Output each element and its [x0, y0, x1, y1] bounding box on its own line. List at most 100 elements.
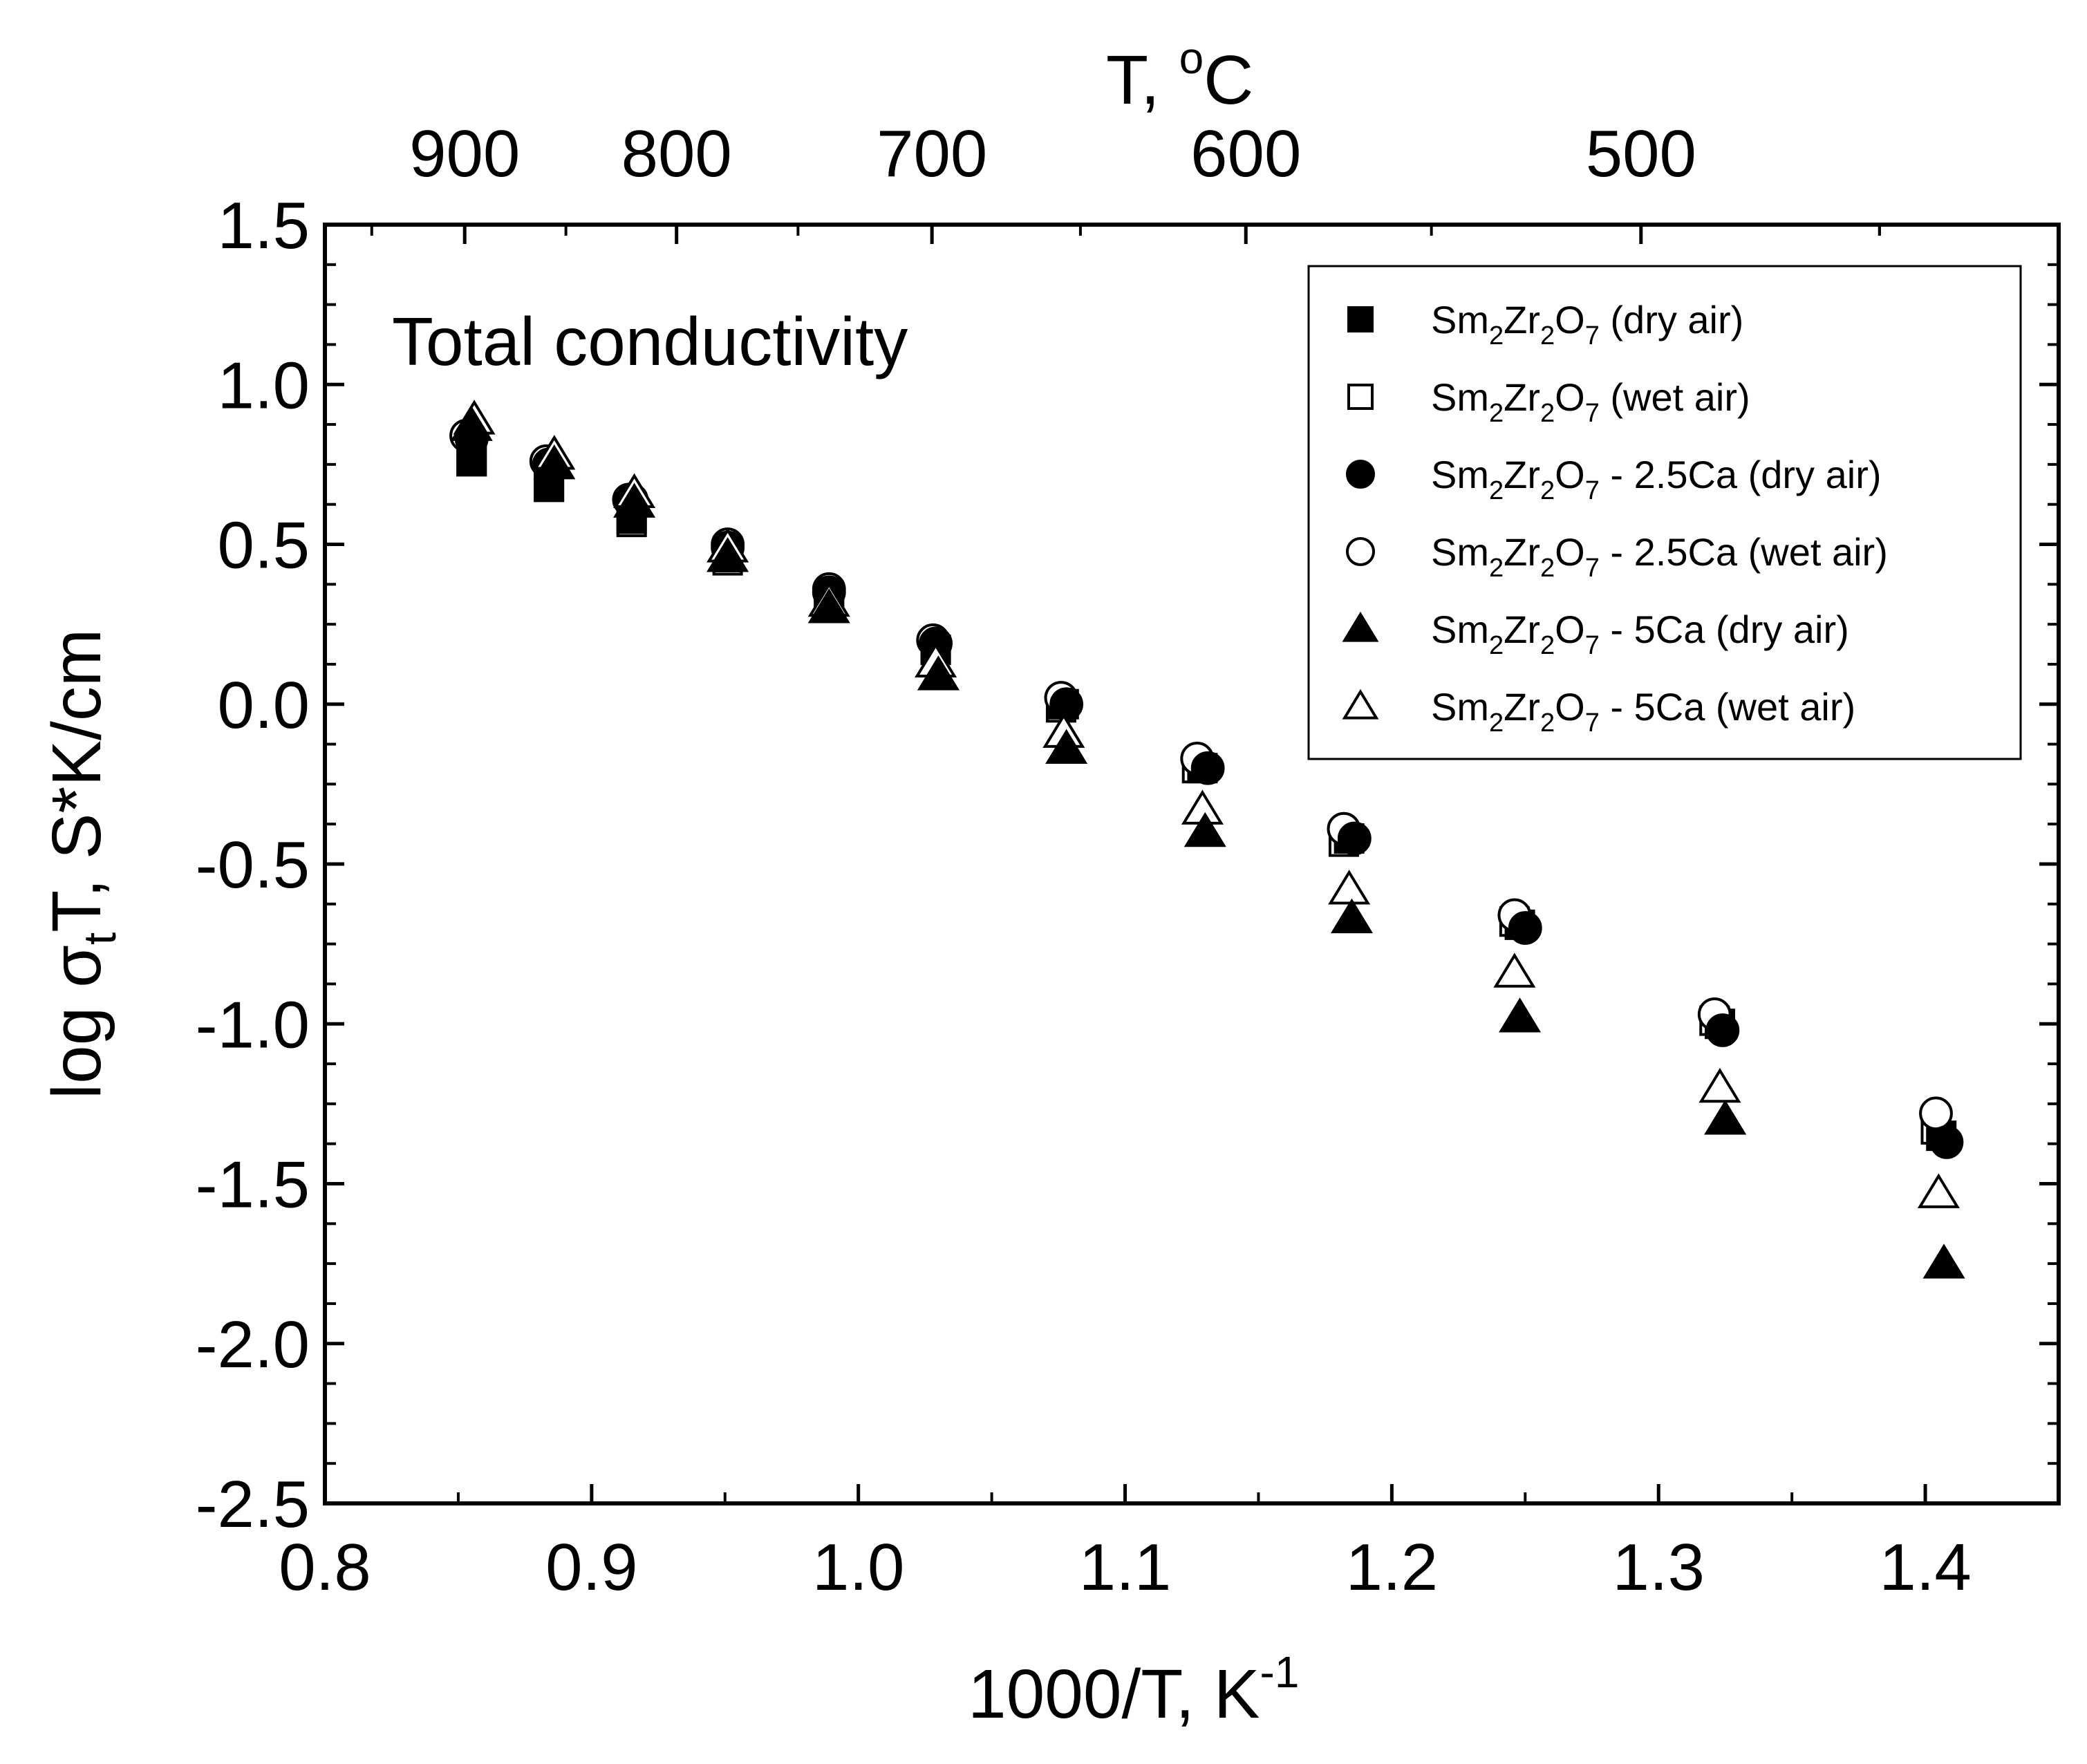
top-tick-label: 900: [409, 117, 520, 191]
legend-text-part: Sm: [1431, 608, 1489, 651]
legend-box: [1307, 265, 2022, 760]
x-axis-title-sup: -1: [1260, 1647, 1300, 1697]
legend-subscript: 7: [1585, 321, 1600, 350]
legend-text-part: (dry air): [1600, 298, 1743, 341]
y-axis-title-suffix: T, S*K/cm: [38, 629, 115, 932]
x-axis-title-main: 1000/T, K: [968, 1655, 1260, 1733]
legend-marker: [1342, 611, 1379, 642]
x-tick-label: 1.4: [1879, 1530, 1971, 1604]
data-point: [1190, 751, 1225, 785]
legend-subscript: 2: [1489, 631, 1504, 660]
legend-marker: [1345, 459, 1376, 489]
y-tick-label: 1.0: [218, 348, 310, 422]
y-tick-label: -1.5: [196, 1148, 310, 1222]
top-axis-title-sup: o: [1179, 33, 1204, 83]
legend-label: Sm2Zr2O7 - 5Ca (wet air): [1431, 685, 1855, 738]
data-point: [1183, 811, 1226, 847]
legend-subscript: 2: [1489, 709, 1504, 738]
x-tick-label: 1.0: [812, 1530, 904, 1604]
legend-text-part: Sm: [1431, 453, 1489, 496]
data-point: [1328, 870, 1371, 905]
axis-ticks: [323, 223, 2059, 1505]
y-axis-title-prefix: log σ: [38, 945, 115, 1099]
legend-text-part: O: [1555, 608, 1585, 651]
legend-subscript: 2: [1540, 321, 1555, 350]
x-tick-label: 1.3: [1613, 1530, 1705, 1604]
legend-subscript: 7: [1585, 631, 1600, 660]
legend: Sm2Zr2O7 (dry air)Sm2Zr2O7 (wet air)Sm2Z…: [1307, 265, 2022, 760]
legend-text-part: Sm: [1431, 530, 1489, 574]
legend-subscript: 2: [1540, 631, 1555, 660]
legend-text-part: Zr: [1504, 453, 1540, 496]
x-tick-label: 0.8: [279, 1530, 371, 1604]
data-point: [1929, 1125, 1964, 1159]
legend-subscript: 7: [1585, 709, 1600, 738]
series-5: [450, 406, 1965, 1279]
legend-subscript: 2: [1489, 476, 1504, 505]
legend-subscript: 7: [1585, 554, 1600, 583]
legend-text-part: (wet air): [1600, 375, 1750, 419]
top-tick-label: 600: [1190, 117, 1301, 191]
data-point: [1705, 1013, 1740, 1047]
legend-subscript: 2: [1540, 709, 1555, 738]
legend-text-part: O: [1555, 375, 1585, 419]
legend-text-part: - 5Ca (dry air): [1600, 608, 1849, 651]
legend-marker: [1347, 306, 1374, 332]
legend-subscript: 7: [1585, 476, 1600, 505]
legend-text-part: Sm: [1431, 375, 1489, 419]
y-tick-label: -2.5: [196, 1467, 310, 1541]
x-tick-label: 1.2: [1346, 1530, 1438, 1604]
data-point: [706, 537, 749, 572]
data-point: [1919, 1096, 1953, 1131]
data-point: [1337, 821, 1372, 856]
y-tick-label: 0.5: [218, 509, 310, 583]
data-point: [1493, 953, 1536, 988]
legend-subscript: 2: [1489, 554, 1504, 583]
x-tick-label: 1.1: [1079, 1530, 1171, 1604]
top-axis-title: T, oC: [1106, 33, 1253, 119]
data-point: [1922, 1244, 1965, 1279]
legend-entries: Sm2Zr2O7 (dry air)Sm2Zr2O7 (wet air)Sm2Z…: [1342, 298, 1888, 738]
data-point: [807, 588, 850, 623]
legend-subscript: 2: [1489, 399, 1504, 428]
legend-text-part: Sm: [1431, 685, 1489, 729]
top-axis-title-main: T,: [1106, 41, 1179, 119]
legend-subscript: 7: [1585, 399, 1600, 428]
data-point: [1330, 898, 1374, 934]
x-axis-title: 1000/T, K-1: [968, 1647, 1299, 1733]
legend-subscript: 2: [1540, 554, 1555, 583]
data-point: [613, 482, 656, 518]
y-axis-title: log σtT, S*K/cm: [38, 629, 125, 1099]
legend-text-part: Sm: [1431, 298, 1489, 341]
data-point: [1499, 997, 1542, 1033]
top-tick-label: 800: [621, 117, 732, 191]
data-point: [917, 655, 960, 691]
annotation-label: Total conductivity: [392, 303, 908, 379]
data-point: [1704, 1100, 1747, 1135]
y-tick-label: -1.0: [196, 988, 310, 1062]
x-tick-label: 0.9: [545, 1530, 637, 1604]
data-point: [533, 444, 576, 480]
y-tick-label: 1.5: [218, 189, 310, 263]
legend-text-part: O: [1555, 530, 1585, 574]
legend-marker: [1345, 536, 1376, 567]
legend-text-part: Zr: [1504, 298, 1540, 341]
legend-label: Sm2Zr2O7 (dry air): [1431, 298, 1743, 350]
legend-subscript: 2: [1489, 321, 1504, 350]
data-markers: [449, 400, 1965, 1279]
top-tick-label: 500: [1586, 117, 1696, 191]
legend-label: Sm2Zr2O7 - 5Ca (dry air): [1431, 608, 1849, 660]
legend-text-part: - 2.5Ca (dry air): [1600, 453, 1882, 496]
legend-label: Sm2Zr2O7 - 2.5Ca (dry air): [1431, 453, 1881, 505]
legend-marker: [1347, 384, 1374, 410]
legend-text-part: O: [1555, 453, 1585, 496]
legend-text-part: Zr: [1504, 375, 1540, 419]
y-tick-label: 0.0: [218, 668, 310, 742]
y-axis-title-sub: t: [74, 932, 125, 945]
y-tick-label: -0.5: [196, 828, 310, 902]
legend-text-part: - 5Ca (wet air): [1600, 685, 1855, 729]
data-point: [1049, 687, 1084, 722]
legend-label: Sm2Zr2O7 (wet air): [1431, 375, 1750, 428]
legend-text-part: Zr: [1504, 685, 1540, 729]
